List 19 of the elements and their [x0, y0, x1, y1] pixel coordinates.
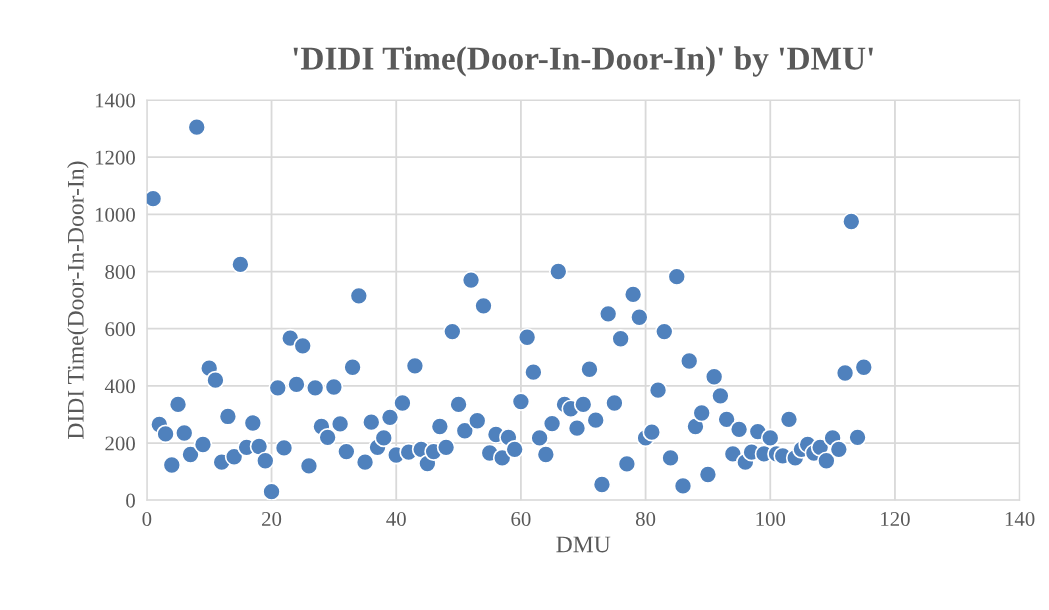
y-axis-title: DIDI Time(Door-In-Door-In)	[67, 161, 89, 439]
chart-title: 'DIDI Time(Door-In-Door-In)' by 'DMU'	[293, 46, 873, 77]
y-tick-label: 1000	[95, 207, 135, 222]
x-tick-label: 80	[635, 511, 656, 526]
x-tick-label: 40	[386, 511, 406, 526]
y-tick-label: 800	[105, 264, 135, 279]
y-tick-label: 1200	[95, 150, 135, 165]
x-tick-label: 60	[511, 511, 531, 526]
y-tick-label: 600	[105, 322, 135, 337]
x-tick-label: 140	[1005, 511, 1035, 526]
y-tick-label: 0	[126, 493, 135, 508]
x-axis-title: DMU	[556, 536, 611, 553]
x-tick-label: 0	[142, 511, 152, 526]
x-tick-label: 100	[756, 511, 786, 526]
x-tick-label: 20	[262, 511, 282, 526]
y-tick-label: 1400	[95, 93, 135, 108]
y-tick-label: 200	[105, 436, 135, 451]
y-tick-label: 400	[104, 379, 135, 394]
x-tick-label: 120	[881, 511, 910, 526]
